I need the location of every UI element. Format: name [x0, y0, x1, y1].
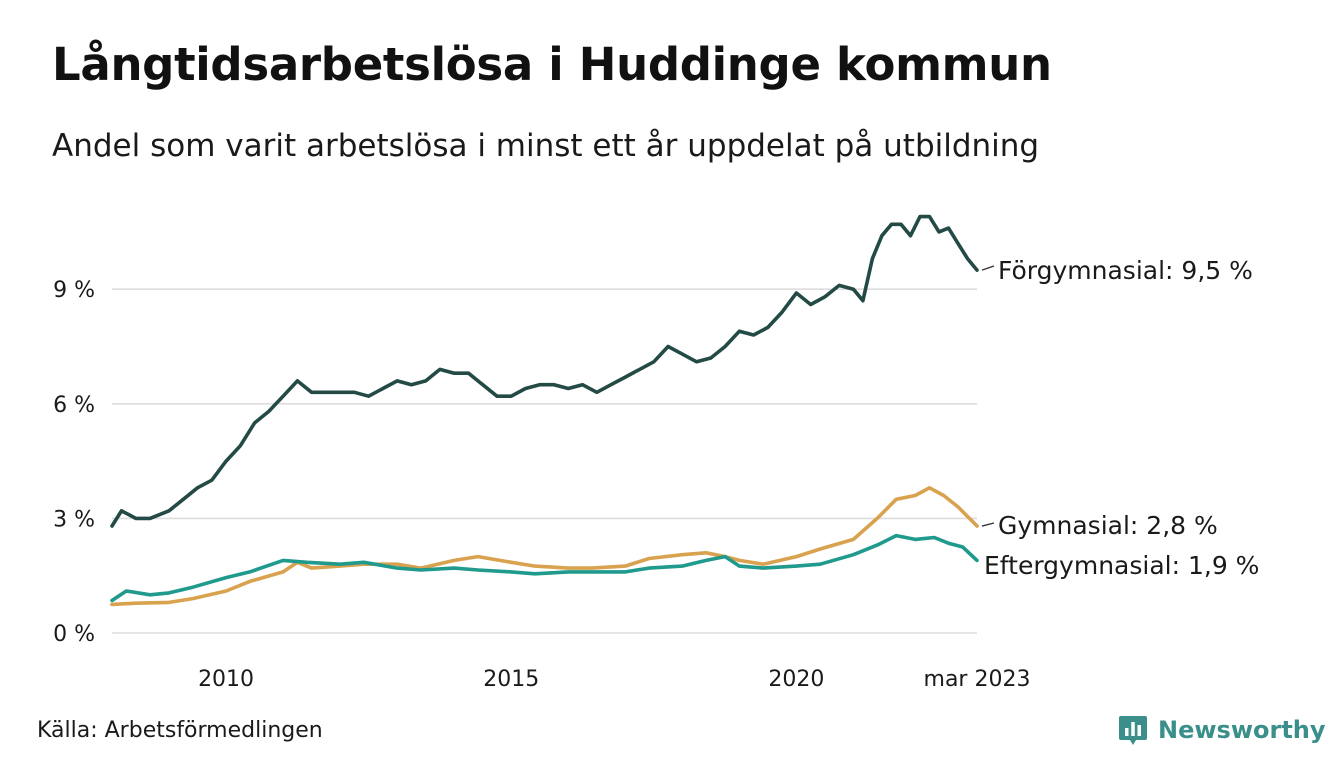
gridlines — [112, 288, 977, 634]
bar-chart-icon — [1119, 716, 1147, 745]
y-tick-label: 0 % — [53, 622, 95, 647]
label-leader — [981, 522, 995, 527]
y-tick-label: 3 % — [53, 507, 95, 532]
source-note: Källa: Arbetsförmedlingen — [37, 718, 323, 743]
chart-subtitle: Andel som varit arbetslösa i minst ett å… — [52, 128, 1040, 164]
y-tick-label: 9 % — [53, 278, 95, 303]
series-line-forgymnasial — [110, 214, 979, 528]
y-tick-label: 6 % — [53, 393, 95, 418]
series-end-label-eftergymnasial: Eftergymnasial: 1,9 % — [984, 551, 1259, 580]
x-tick-label: 2010 — [198, 667, 254, 692]
x-tick-label: mar 2023 — [924, 667, 1031, 692]
newsworthy-logo: Newsworthy — [1118, 712, 1326, 748]
series-lines — [110, 214, 979, 607]
x-axis-ticks: 2010 2015 2020 mar 2023 — [198, 667, 1030, 692]
chart-title: Långtidsarbetslösa i Huddinge kommun — [52, 38, 1052, 91]
brand-name: Newsworthy — [1158, 716, 1326, 744]
x-tick-label: 2015 — [483, 667, 539, 692]
series-line-gymnasial — [110, 486, 979, 607]
series-end-label-gymnasial: Gymnasial: 2,8 % — [998, 511, 1218, 540]
x-tick-label: 2020 — [768, 667, 824, 692]
series-end-label-forgymnasial: Förgymnasial: 9,5 % — [998, 256, 1253, 285]
series-line-eftergymnasial — [110, 533, 979, 603]
label-leader — [981, 265, 995, 271]
y-axis-ticks: 0 % 3 % 6 % 9 % — [53, 278, 95, 647]
series-end-labels: Förgymnasial: 9,5 % Gymnasial: 2,8 % Efter… — [981, 256, 1259, 580]
